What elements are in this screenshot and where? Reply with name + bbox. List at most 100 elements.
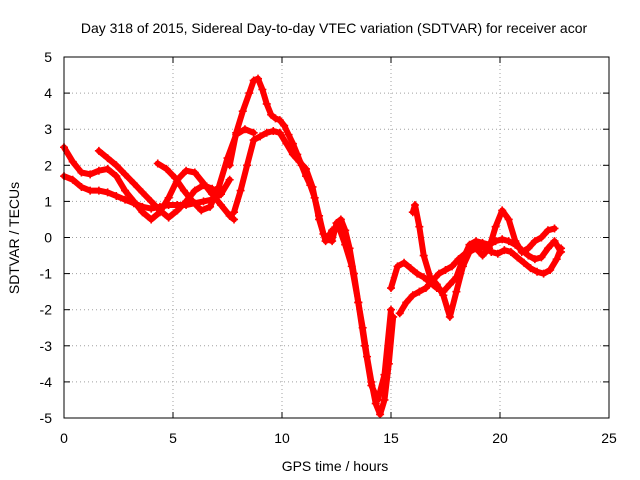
series-6 [230,127,395,404]
data-point [504,215,513,224]
data-point [256,132,265,141]
y-tick-label: 1 [44,193,52,209]
y-tick-label: -5 [40,410,53,426]
data-point [546,265,555,274]
data-point [245,89,254,98]
data-point [393,262,402,271]
data-point [230,215,239,224]
data-point [267,110,276,119]
data-point [467,244,476,253]
data-point [395,309,404,318]
data-point [439,291,448,300]
data-point [341,240,350,249]
series-1 [60,143,239,224]
data-point [498,206,507,215]
data-point [197,206,206,215]
data-point [530,237,539,246]
data-point [506,247,515,256]
data-point [413,269,422,278]
x-tick-label: 25 [601,430,617,446]
data-point [68,175,77,184]
data-point [112,161,121,170]
data-point [199,181,208,190]
series-8 [408,201,559,321]
data-point [524,244,533,253]
data-point [147,204,156,213]
data-point [478,251,487,260]
data-point [77,182,86,191]
data-point [240,125,249,134]
data-point [308,182,317,191]
y-tick-label: 4 [44,85,52,101]
data-point [454,255,463,264]
data-point [129,199,138,208]
data-point [138,202,147,211]
data-point [155,202,164,211]
data-point [321,237,330,246]
data-point [493,249,502,258]
data-point [517,247,526,256]
data-point [347,262,356,271]
data-point [94,146,103,155]
data-point [269,127,278,136]
data-point [445,280,454,289]
data-point [432,280,441,289]
y-tick-label: 2 [44,157,52,173]
data-point [94,186,103,195]
series-4 [60,172,234,213]
data-point [434,269,443,278]
data-point [271,114,280,123]
y-tick-label: 3 [44,121,52,137]
data-point [190,199,199,208]
data-point [238,107,247,116]
y-tick-label: -1 [40,266,53,282]
data-point [280,121,289,130]
data-point [376,410,385,419]
data-point [94,166,103,175]
data-point [77,168,86,177]
data-point [199,197,208,206]
data-point [258,85,267,94]
x-tick-label: 20 [492,430,508,446]
data-point [121,186,130,195]
data-point [121,170,130,179]
plot-data [60,74,566,419]
data-point [208,195,217,204]
data-point [415,222,424,231]
x-tick-label: 15 [383,430,399,446]
chart-title: Day 318 of 2015, Sidereal Day-to-day VTE… [81,20,588,36]
x-tick-label: 10 [274,430,290,446]
data-point [138,188,147,197]
data-point [533,267,542,276]
data-point [487,247,496,256]
data-point [524,251,533,260]
data-point [334,222,343,231]
data-point [68,157,77,166]
data-point [328,226,337,235]
series-trace [409,202,558,320]
data-point [550,224,559,233]
grid [64,57,609,418]
data-point [474,242,483,251]
data-point [236,186,245,195]
data-point [230,208,239,217]
data-point [519,258,528,267]
y-tick-label: -3 [40,338,53,354]
data-point [254,74,263,83]
y-tick-labels: 5 4 3 2 1 0 -1 -2 -3 -4 -5 [40,49,53,426]
data-point [441,265,450,274]
x-axis-label: GPS time / hours [282,458,389,474]
data-point [147,197,156,206]
data-point [249,76,258,85]
data-point [282,139,291,148]
data-point [153,159,162,168]
data-point [86,170,95,179]
data-point [452,287,461,296]
data-point [164,193,173,202]
data-point [421,284,430,293]
data-point [179,186,188,195]
data-point [491,222,500,231]
data-point [537,253,546,262]
data-point [448,262,457,271]
